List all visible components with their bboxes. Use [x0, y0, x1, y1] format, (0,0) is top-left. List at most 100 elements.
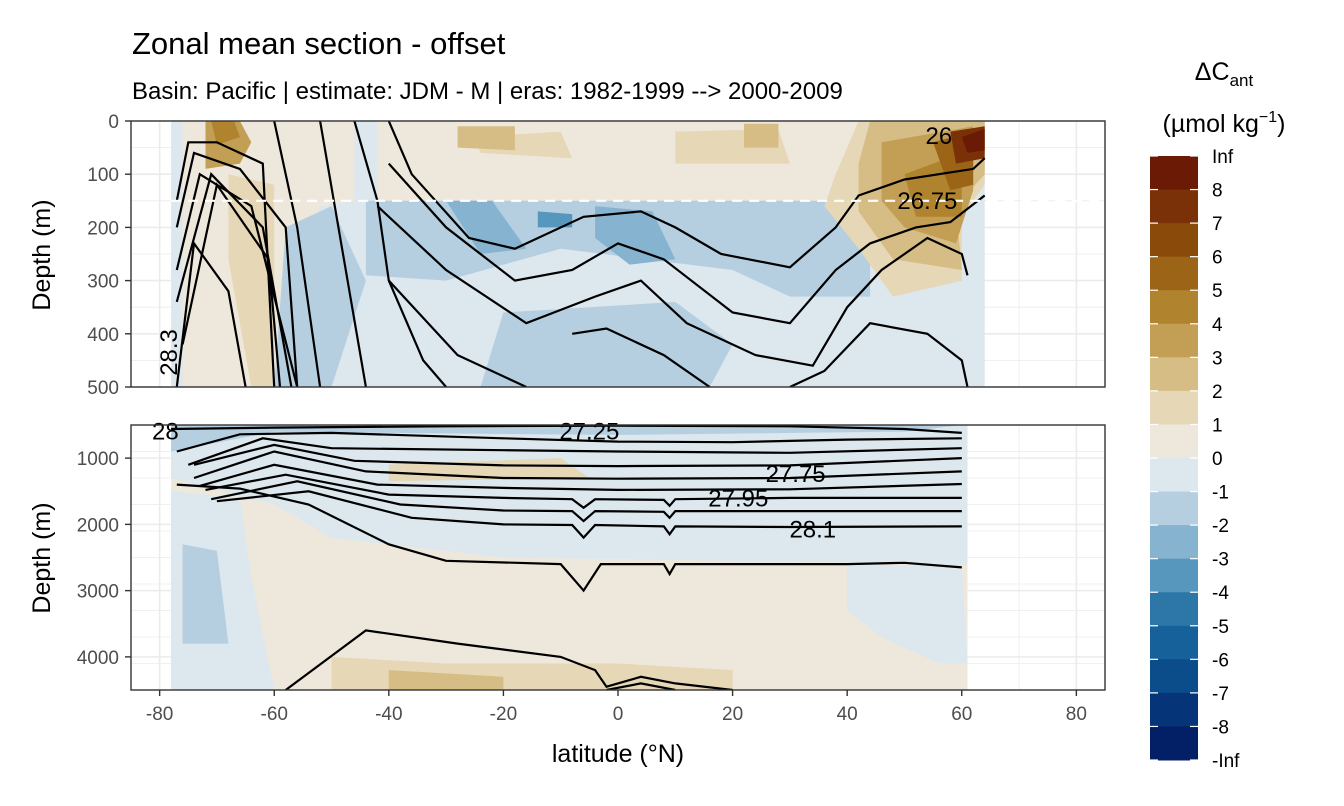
- contour-line: [376, 205, 969, 367]
- contour-line: [273, 121, 322, 387]
- legend-unit: (µmol kg−1): [1163, 109, 1286, 138]
- legend-swatch: [1150, 558, 1198, 593]
- y-tick-label: 300: [87, 272, 119, 293]
- contour-line: [181, 182, 282, 387]
- y-tick-label: 200: [87, 218, 119, 239]
- legend-label: 8: [1212, 181, 1223, 202]
- contour-line: [387, 121, 986, 269]
- legend-label: 6: [1212, 248, 1223, 269]
- heatmap-region: [537, 211, 573, 228]
- contour-line: [789, 322, 969, 387]
- contour-line: [171, 425, 962, 434]
- legend-label: -5: [1212, 617, 1229, 638]
- legend-label: -Inf: [1212, 751, 1240, 772]
- legend-swatch: [1150, 156, 1198, 191]
- contours-upper: [175, 121, 986, 387]
- contour-line: [175, 141, 276, 387]
- legend-title: ΔCant: [1195, 58, 1254, 90]
- heatmap-region: [211, 121, 240, 145]
- y-tick-label: 0: [108, 112, 119, 133]
- contour-label: 28: [152, 419, 179, 446]
- contour-label: 28.1: [789, 517, 836, 544]
- contour-line: [387, 279, 527, 387]
- legend-label: -1: [1212, 483, 1229, 504]
- legend-swatch: [1150, 592, 1198, 627]
- legend-label: 1: [1212, 415, 1223, 436]
- x-tick-label: -80: [146, 704, 173, 725]
- legend-label: -7: [1212, 684, 1229, 705]
- x-tick-label: 0: [613, 704, 624, 725]
- legend-swatch: [1150, 256, 1198, 291]
- legend-label: -6: [1212, 650, 1229, 671]
- contour-line: [387, 162, 986, 325]
- heatmap-region: [171, 425, 962, 452]
- heatmap-region: [480, 301, 733, 387]
- contour-line: [187, 437, 962, 466]
- contour-line: [175, 151, 299, 387]
- contour-line: [193, 450, 962, 480]
- y-tick-label: 1000: [77, 449, 119, 470]
- legend-label: 5: [1212, 281, 1223, 302]
- contour-label: 27.75: [766, 461, 826, 488]
- heatmap-region: [377, 121, 882, 201]
- contour-line: [175, 240, 247, 387]
- contour-line: [216, 490, 962, 540]
- legend-swatch: [1150, 290, 1198, 325]
- contour-line: [572, 327, 711, 387]
- contour-line: [199, 463, 962, 492]
- heatmap-upper: [171, 121, 985, 387]
- y-axis-title-lower: Depth (m): [28, 502, 56, 613]
- legend-label: 3: [1212, 348, 1223, 369]
- heatmap-region: [457, 126, 515, 151]
- contour-line: [606, 682, 676, 690]
- legend-swatch: [1150, 390, 1198, 425]
- legend-swatch: [1150, 491, 1198, 526]
- x-tick-label: -60: [261, 704, 288, 725]
- x-tick-label: 60: [951, 704, 972, 725]
- contour-line: [176, 431, 962, 453]
- legend-swatch: [1150, 692, 1198, 727]
- legend-label: -3: [1212, 550, 1229, 571]
- legend-swatch: [1150, 525, 1198, 560]
- contour-line: [176, 483, 962, 593]
- y-tick-label: 400: [87, 325, 119, 346]
- x-tick-label: 20: [722, 704, 743, 725]
- x-tick-label: -40: [375, 704, 402, 725]
- y-tick-label: 3000: [77, 582, 119, 603]
- contour-line: [175, 172, 293, 387]
- contour-line: [285, 629, 733, 690]
- heatmap-region: [595, 206, 676, 265]
- heatmap-region: [961, 129, 985, 153]
- legend-swatch: [1150, 625, 1198, 660]
- heatmap-region: [847, 564, 968, 664]
- contour-line: [319, 121, 367, 387]
- legend-label: Inf: [1212, 147, 1234, 168]
- legend-swatch: [1150, 424, 1198, 459]
- y-tick-label: 2000: [77, 515, 119, 536]
- legend: ΔCant (µmol kg−1) Inf 8 7 6 5 4 3 2 1 0 -1 -2 -3 -4 -5…: [1150, 58, 1285, 772]
- contour-line: [210, 480, 962, 523]
- legend-label: 4: [1212, 315, 1223, 336]
- contour-label: 28.3: [156, 329, 183, 376]
- legend-swatch: [1150, 458, 1198, 493]
- legend-swatch: [1150, 357, 1198, 392]
- legend-swatch: [1150, 726, 1198, 761]
- heatmap-region: [388, 670, 504, 690]
- contours-lower: [171, 425, 962, 690]
- contour-line: [205, 473, 962, 510]
- legend-swatch: [1150, 223, 1198, 258]
- contour-label: 27.25: [559, 419, 619, 446]
- heatmap-region: [182, 544, 229, 644]
- heatmap-region: [171, 425, 968, 565]
- legend-label: 7: [1212, 214, 1223, 235]
- contour-line: [193, 443, 962, 468]
- heatmap-region: [446, 200, 527, 254]
- heatmap-region: [744, 123, 779, 148]
- chart-subtitle: Basin: Pacific | estimate: JDM - M | era…: [132, 78, 843, 105]
- chart-title: Zonal mean section - offset: [132, 26, 506, 61]
- y-tick-label: 4000: [77, 648, 119, 669]
- legend-swatch: [1150, 659, 1198, 694]
- y-tick-label: 100: [87, 165, 119, 186]
- legend-swatch: [1150, 189, 1198, 224]
